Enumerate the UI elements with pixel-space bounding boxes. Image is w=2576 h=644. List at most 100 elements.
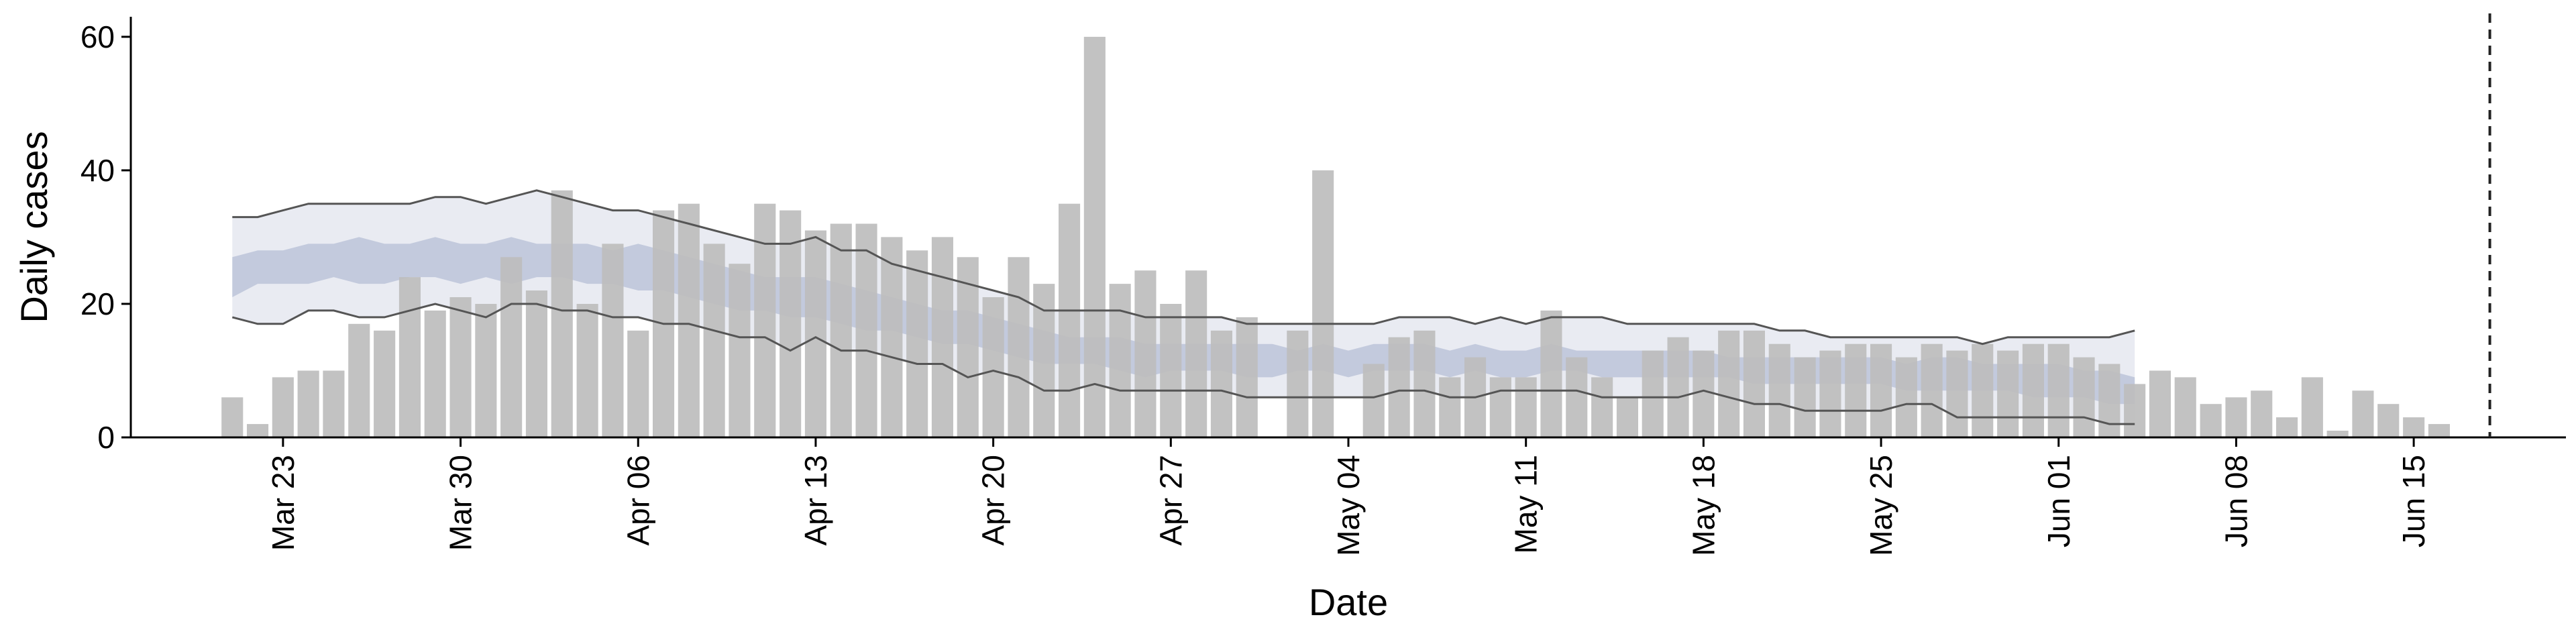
- x-tick-label: Jun 01: [2041, 455, 2076, 547]
- bar: [881, 237, 903, 437]
- bar: [931, 237, 953, 437]
- bar: [1236, 317, 1258, 437]
- bar: [2403, 417, 2425, 437]
- bar: [1616, 397, 1638, 437]
- y-tick-label: 0: [97, 420, 115, 455]
- y-tick-label: 20: [80, 286, 115, 321]
- bar: [247, 424, 269, 437]
- outer-band-upper-line: [232, 189, 2135, 345]
- y-axis-label: Daily cases: [13, 131, 55, 323]
- bar: [1768, 343, 1790, 437]
- bar: [1134, 270, 1157, 437]
- bar: [2225, 397, 2247, 437]
- bar: [525, 290, 547, 437]
- x-axis-label: Date: [1309, 581, 1388, 623]
- bar: [957, 257, 979, 437]
- x-tick-label: May 11: [1509, 455, 1544, 553]
- bar: [1667, 337, 1689, 437]
- bar: [1972, 343, 1994, 437]
- bar: [323, 370, 345, 437]
- bar: [855, 223, 877, 437]
- outer-band-lower-line: [231, 303, 2135, 425]
- bar: [1540, 310, 1562, 437]
- bar: [1642, 350, 1664, 437]
- bar: [221, 397, 244, 437]
- x-tick-label: Apr 20: [976, 455, 1011, 546]
- x-tick-label: Mar 30: [443, 455, 478, 551]
- bar: [729, 264, 751, 437]
- bar: [576, 304, 598, 437]
- bar: [2352, 390, 2374, 437]
- bar: [1160, 304, 1182, 437]
- x-tick-label: Apr 06: [621, 455, 655, 546]
- bar: [1718, 330, 1740, 437]
- bar: [982, 297, 1004, 437]
- bar: [1591, 377, 1613, 437]
- x-tick-label: Mar 23: [266, 455, 301, 551]
- bar: [1946, 350, 1968, 437]
- x-tick-label: Apr 13: [798, 455, 833, 546]
- bar: [2022, 343, 2044, 437]
- bar: [1845, 343, 1867, 437]
- x-tick-label: May 25: [1864, 455, 1898, 556]
- bar: [1413, 330, 1436, 437]
- bar: [1693, 350, 1715, 437]
- bar: [1515, 377, 1537, 437]
- x-tick-label: May 18: [1686, 455, 1721, 556]
- bar: [475, 304, 497, 437]
- bar: [2073, 357, 2095, 437]
- bar: [424, 310, 446, 437]
- bar: [1287, 330, 1309, 437]
- x-tick-label: Apr 27: [1153, 455, 1188, 546]
- bar: [1819, 350, 1841, 437]
- bar: [1743, 330, 1765, 437]
- bar: [1895, 357, 1917, 437]
- bar: [1008, 257, 1030, 437]
- bar: [348, 323, 370, 437]
- bar: [551, 190, 573, 437]
- bar: [1921, 343, 1943, 437]
- bar: [297, 370, 319, 437]
- bar: [1109, 284, 1131, 437]
- bar: [906, 250, 928, 437]
- bar: [449, 297, 472, 437]
- bar: [804, 230, 826, 437]
- bar: [272, 377, 294, 437]
- bar: [780, 210, 802, 437]
- bar: [1997, 350, 2019, 437]
- bar: [1210, 330, 1232, 437]
- bar: [830, 223, 852, 437]
- bar: [1388, 337, 1410, 437]
- bar: [754, 203, 776, 437]
- bar: [2276, 417, 2298, 437]
- bar: [2047, 343, 2070, 437]
- bar: [2251, 390, 2273, 437]
- bar: [398, 277, 421, 437]
- bar: [2174, 377, 2196, 437]
- bar: [1566, 357, 1588, 437]
- bar: [2377, 404, 2400, 437]
- bar: [374, 330, 396, 437]
- x-tick-label: Jun 08: [2218, 455, 2253, 547]
- daily-cases-bars: [221, 36, 2450, 437]
- bar: [1870, 343, 1892, 437]
- bar: [1794, 357, 1816, 437]
- x-tick-label: May 04: [1331, 455, 1366, 556]
- axes: 0 20 40 60 Mar 23 Mar 30 Apr 06 Apr 13 Apr 20 Apr…: [80, 13, 2566, 556]
- bar: [500, 257, 523, 437]
- bar: [1185, 270, 1208, 437]
- bar: [2149, 370, 2171, 437]
- bar: [1083, 36, 1106, 437]
- bar: [678, 203, 700, 437]
- bar: [2200, 404, 2222, 437]
- bar: [627, 330, 649, 437]
- y-tick-label: 40: [80, 153, 115, 188]
- bar: [703, 244, 725, 437]
- bar: [2326, 431, 2349, 437]
- bar: [2098, 364, 2121, 437]
- bar: [2124, 384, 2146, 437]
- bar: [1312, 170, 1334, 437]
- bar: [1489, 377, 1511, 437]
- bar: [1059, 203, 1081, 437]
